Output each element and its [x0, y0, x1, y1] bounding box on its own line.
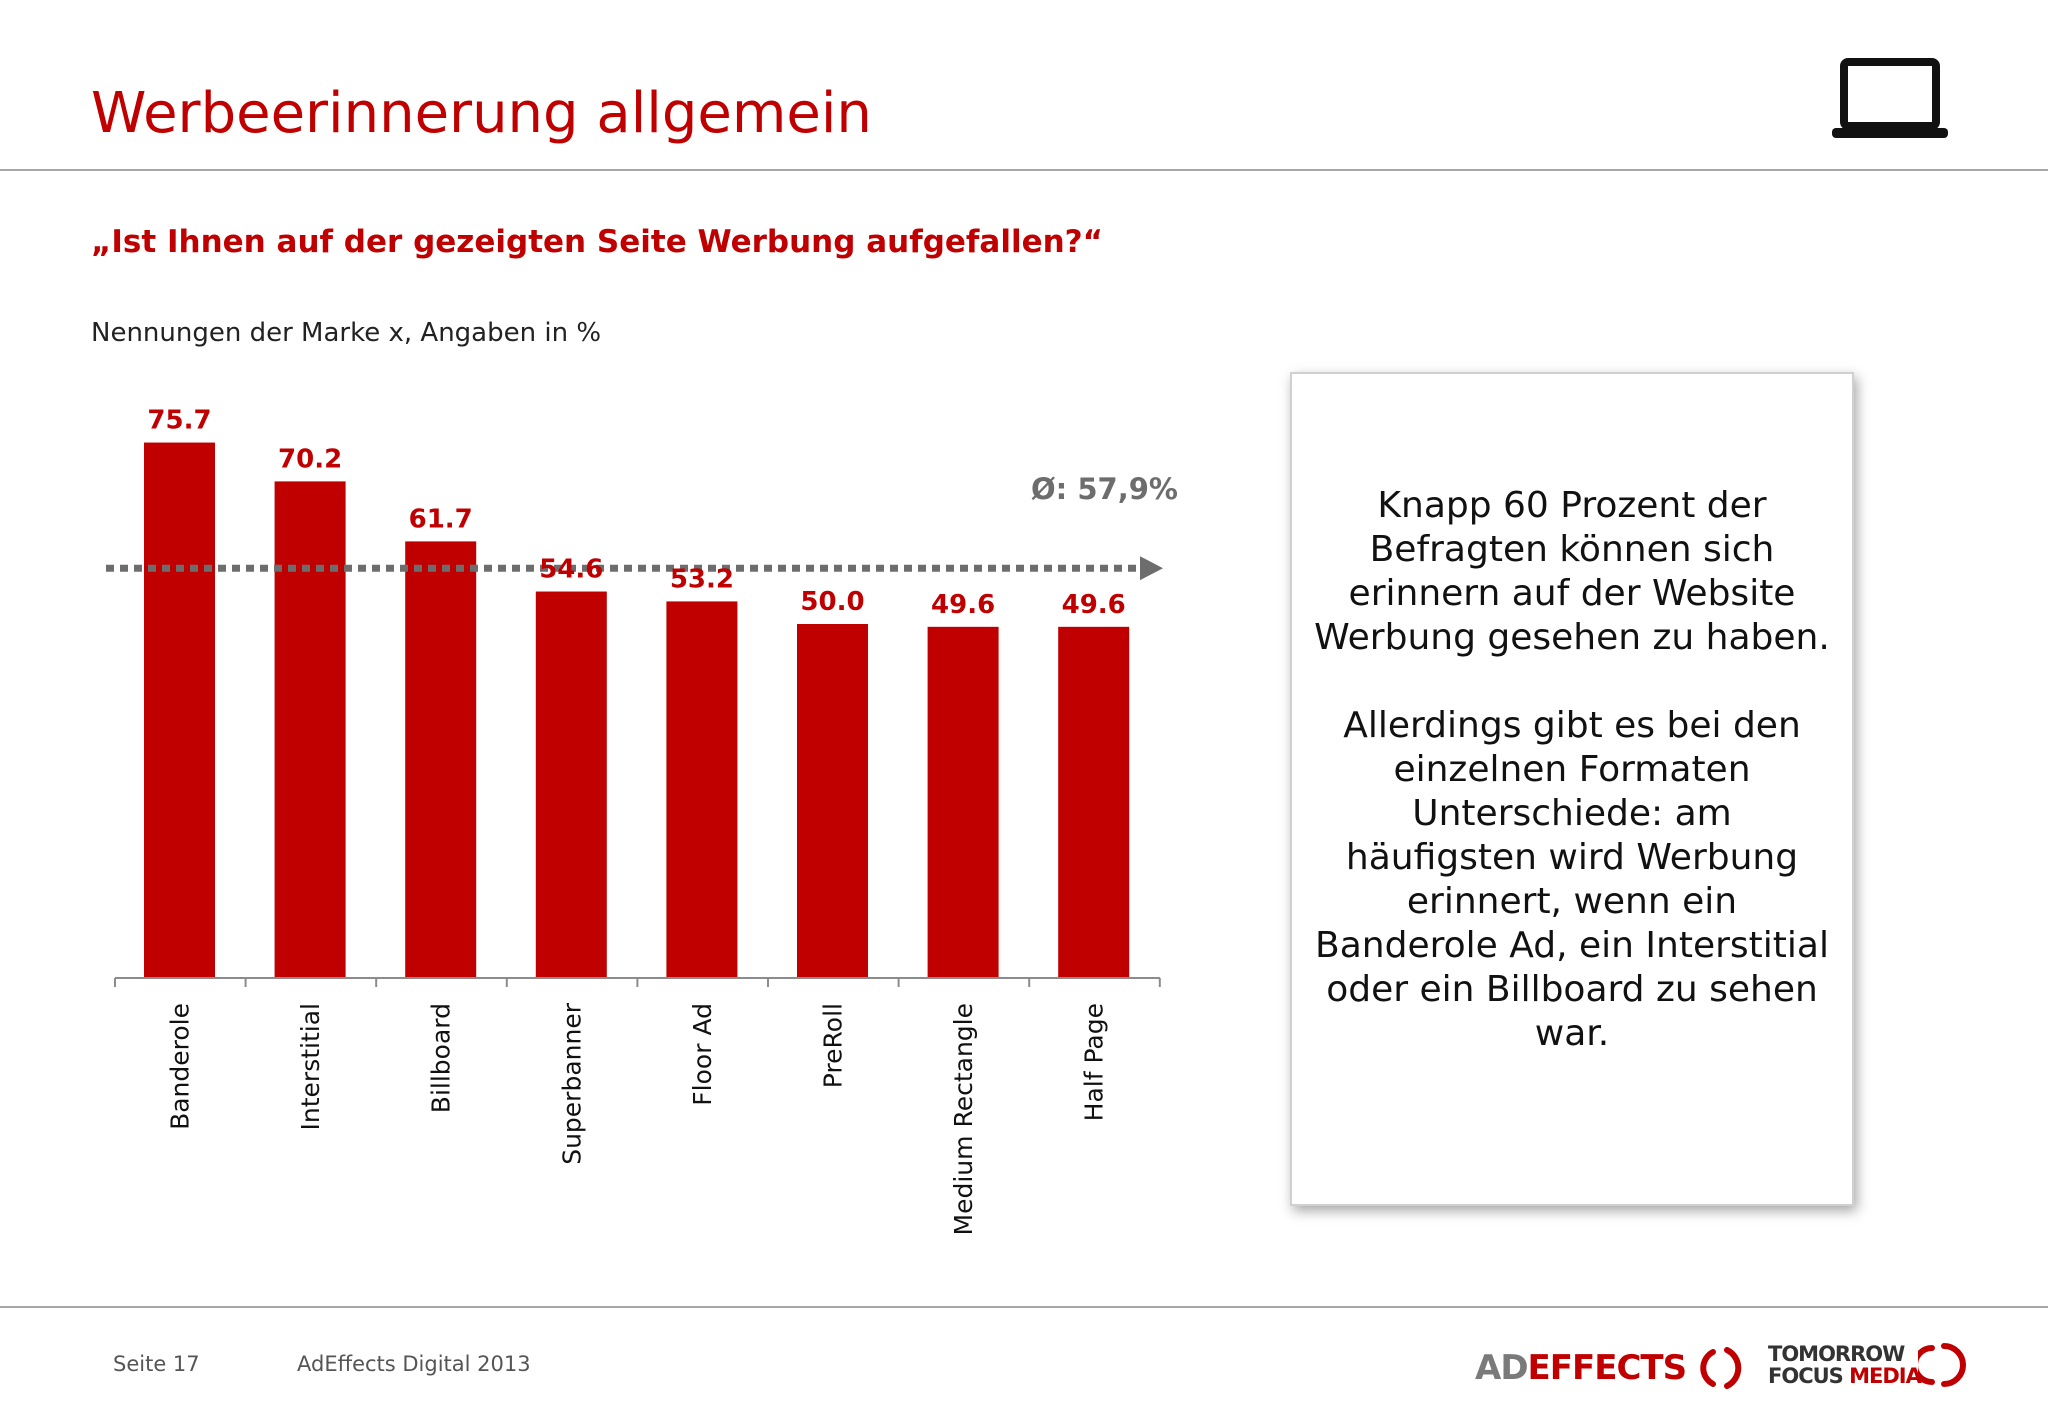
average-line-group: Ø: 57,9%	[106, 472, 1178, 581]
bar-group	[144, 442, 1130, 978]
category-label-7: Half Page	[1080, 1003, 1109, 1121]
value-label-1: 70.2	[278, 444, 342, 474]
callout-text: Knapp 60 Prozent der Befragten können si…	[1312, 484, 1832, 1100]
adeffects-logo-part2: EFFECTS	[1527, 1348, 1688, 1388]
category-label-3: Superbanner	[557, 1002, 586, 1165]
category-label-6: Medium Rectangle	[949, 1003, 978, 1235]
callout-paragraph-2: Allerdings gibt es bei den einzelnen For…	[1315, 705, 1829, 1054]
bar-5	[797, 624, 868, 977]
category-label-1: Interstitial	[296, 1003, 325, 1130]
study-name: AdEffects Digital 2013	[297, 1352, 531, 1376]
page-number: Seite 17	[113, 1352, 200, 1376]
bar-chart: Ø: 57,9% 75.7 70.2 61.7 54.6 53.2 50.0 49.6 49.…	[106, 406, 1178, 1235]
x-axis	[114, 977, 1161, 987]
value-label-0: 75.7	[147, 406, 211, 436]
value-label-4: 53.2	[670, 564, 734, 594]
average-arrow	[1140, 556, 1163, 581]
tf-logo-line2: FOCUS MEDIA	[1768, 1364, 1922, 1388]
bar-4	[666, 601, 738, 977]
value-label-group: 75.7 70.2 61.7 54.6 53.2 50.0 49.6 49.6	[147, 406, 1125, 620]
category-label-5: PreRoll	[819, 1003, 848, 1088]
bar-6	[927, 626, 999, 977]
bar-3	[535, 591, 607, 977]
category-label-group: Banderole Interstitial Billboard Superbanne…	[166, 1002, 1109, 1235]
tomorrow-focus-media-logo: TOMORROW FOCUS MEDIA	[1768, 1340, 1968, 1390]
bar-0	[144, 442, 215, 978]
tf-logo-media: MEDIA	[1849, 1364, 1922, 1388]
header-divider	[0, 169, 2048, 171]
value-label-2: 61.7	[409, 504, 473, 534]
adeffects-bracket-icon	[1700, 1347, 1742, 1389]
footer-divider	[0, 1306, 2048, 1308]
page-title: Werbeerinnerung allgemein	[91, 81, 872, 146]
value-label-5: 50.0	[800, 587, 864, 617]
survey-question: „Ist Ihnen auf der gezeigten Seite Werbu…	[91, 224, 1104, 260]
adeffects-logo: ADEFFECTS	[1475, 1346, 1749, 1390]
chart-subtitle: Nennungen der Marke x, Angaben in %	[91, 318, 602, 348]
bar-1	[274, 481, 346, 977]
category-label-2: Billboard	[427, 1003, 456, 1113]
callout-paragraph-1: Knapp 60 Prozent der Befragten können si…	[1314, 485, 1830, 658]
bar-7	[1058, 626, 1130, 977]
summary-callout: Knapp 60 Prozent der Befragten können si…	[1290, 372, 1854, 1206]
average-label: Ø: 57,9%	[1031, 472, 1178, 506]
laptop-icon	[1832, 58, 1948, 138]
tf-logo-focus: FOCUS	[1768, 1364, 1844, 1388]
value-label-7: 49.6	[1062, 590, 1126, 620]
category-label-0: Banderole	[166, 1003, 195, 1130]
bar-2	[405, 541, 477, 977]
tf-bracket-icon	[1918, 1343, 1966, 1387]
tf-logo-line1: TOMORROW	[1768, 1342, 1905, 1366]
category-label-4: Floor Ad	[688, 1003, 717, 1106]
adeffects-logo-part1: AD	[1475, 1348, 1529, 1388]
value-label-6: 49.6	[931, 590, 995, 620]
value-label-3: 54.6	[539, 555, 603, 585]
